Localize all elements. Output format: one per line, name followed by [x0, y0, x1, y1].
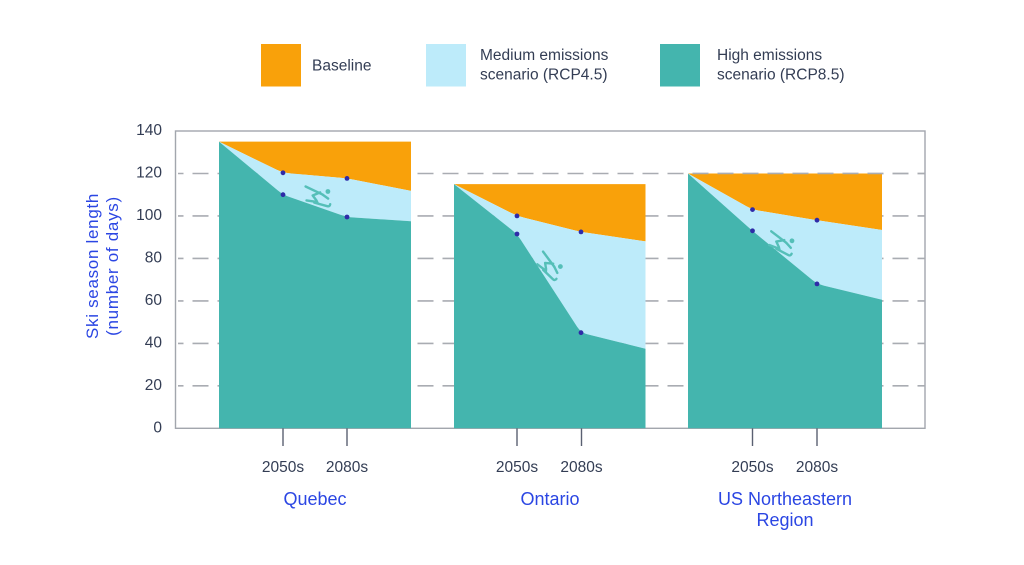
svg-text:(number of days): (number of days) [103, 196, 122, 336]
svg-text:Ski season length: Ski season length [83, 193, 102, 339]
svg-text:scenario (RCP4.5): scenario (RCP4.5) [480, 67, 608, 84]
svg-text:2080s: 2080s [326, 459, 368, 476]
svg-text:Ontario: Ontario [520, 489, 579, 509]
svg-text:Medium emissions: Medium emissions [480, 47, 609, 64]
svg-text:Region: Region [756, 510, 813, 530]
svg-text:2050s: 2050s [731, 459, 773, 476]
svg-text:80: 80 [145, 249, 163, 266]
svg-text:60: 60 [145, 292, 163, 309]
svg-text:Baseline: Baseline [312, 58, 371, 75]
svg-text:2080s: 2080s [796, 459, 838, 476]
svg-text:High emissions: High emissions [717, 47, 822, 64]
svg-text:0: 0 [153, 419, 162, 436]
svg-text:Quebec: Quebec [283, 489, 346, 509]
svg-text:20: 20 [145, 377, 163, 394]
svg-text:US Northeastern: US Northeastern [718, 489, 852, 509]
svg-text:120: 120 [136, 165, 162, 182]
svg-text:40: 40 [145, 334, 163, 351]
svg-text:2050s: 2050s [262, 459, 304, 476]
svg-text:scenario (RCP8.5): scenario (RCP8.5) [717, 67, 845, 84]
svg-text:100: 100 [136, 207, 162, 224]
svg-text:140: 140 [136, 122, 162, 139]
svg-text:2050s: 2050s [496, 459, 538, 476]
svg-text:2080s: 2080s [560, 459, 602, 476]
